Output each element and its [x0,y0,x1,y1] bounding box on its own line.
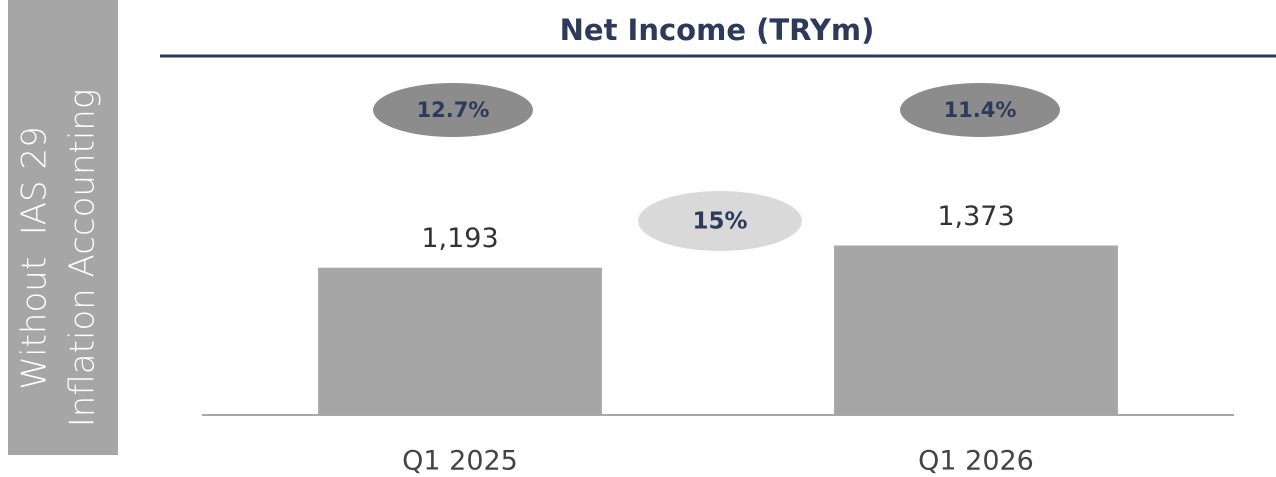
side-label: Without IAS 29 [15,126,55,389]
side-panel [8,0,118,455]
value-label: 1,193 [421,223,498,254]
value-label: 1,373 [937,201,1014,232]
x-tick-label: Q1 2026 [918,446,1034,477]
growth-bubble [638,191,802,251]
x-tick-label: Q1 2025 [402,446,518,477]
bar [834,245,1118,415]
side-label: Inflation Accounting [63,89,103,427]
chart-title: Net Income (TRYm) [560,13,875,47]
margin-label: 11.4% [944,98,1017,122]
margin-bubble [373,83,533,137]
bar [318,267,602,415]
growth-label: 15% [692,209,747,235]
margin-bubble [900,83,1060,137]
margin-label: 12.7% [417,98,490,122]
